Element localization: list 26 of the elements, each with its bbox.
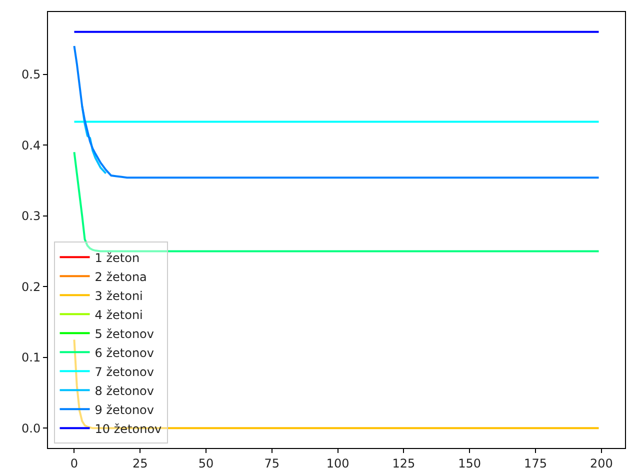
y-tick-label: 0.5 bbox=[22, 67, 41, 82]
x-tick-label: 200 bbox=[590, 456, 613, 470]
y-tick-label: 0.4 bbox=[22, 138, 41, 152]
legend-label: 8 žetonov bbox=[94, 384, 154, 398]
x-tick-label: 150 bbox=[458, 456, 482, 470]
x-tick-label: 75 bbox=[264, 456, 280, 470]
x-tick-label: 0 bbox=[70, 456, 78, 470]
legend-label: 1 žeton bbox=[94, 250, 140, 265]
line-series bbox=[73, 44, 600, 179]
x-tick-label: 100 bbox=[326, 456, 350, 470]
x-tick-label: 25 bbox=[132, 456, 148, 470]
x-tick-label: 175 bbox=[524, 456, 547, 470]
legend-label: 7 žetonov bbox=[94, 364, 154, 379]
legend-label: 6 žetonov bbox=[94, 346, 154, 360]
line-series bbox=[73, 151, 600, 252]
x-tick-label: 50 bbox=[198, 456, 214, 470]
legend-label: 5 žetonov bbox=[94, 326, 154, 341]
legend-label: 9 žetonov bbox=[94, 402, 154, 417]
legend-label: 4 žetoni bbox=[94, 308, 143, 322]
y-tick-label: 0.2 bbox=[22, 280, 41, 294]
legend-label: 3 žetoni bbox=[94, 288, 143, 303]
y-tick-label: 0.1 bbox=[22, 350, 41, 365]
y-tick-label: 0.3 bbox=[22, 209, 41, 224]
y-tick-label: 0.0 bbox=[22, 421, 41, 436]
legend-label: 2 žetona bbox=[94, 270, 147, 284]
x-tick-label: 125 bbox=[392, 456, 416, 470]
